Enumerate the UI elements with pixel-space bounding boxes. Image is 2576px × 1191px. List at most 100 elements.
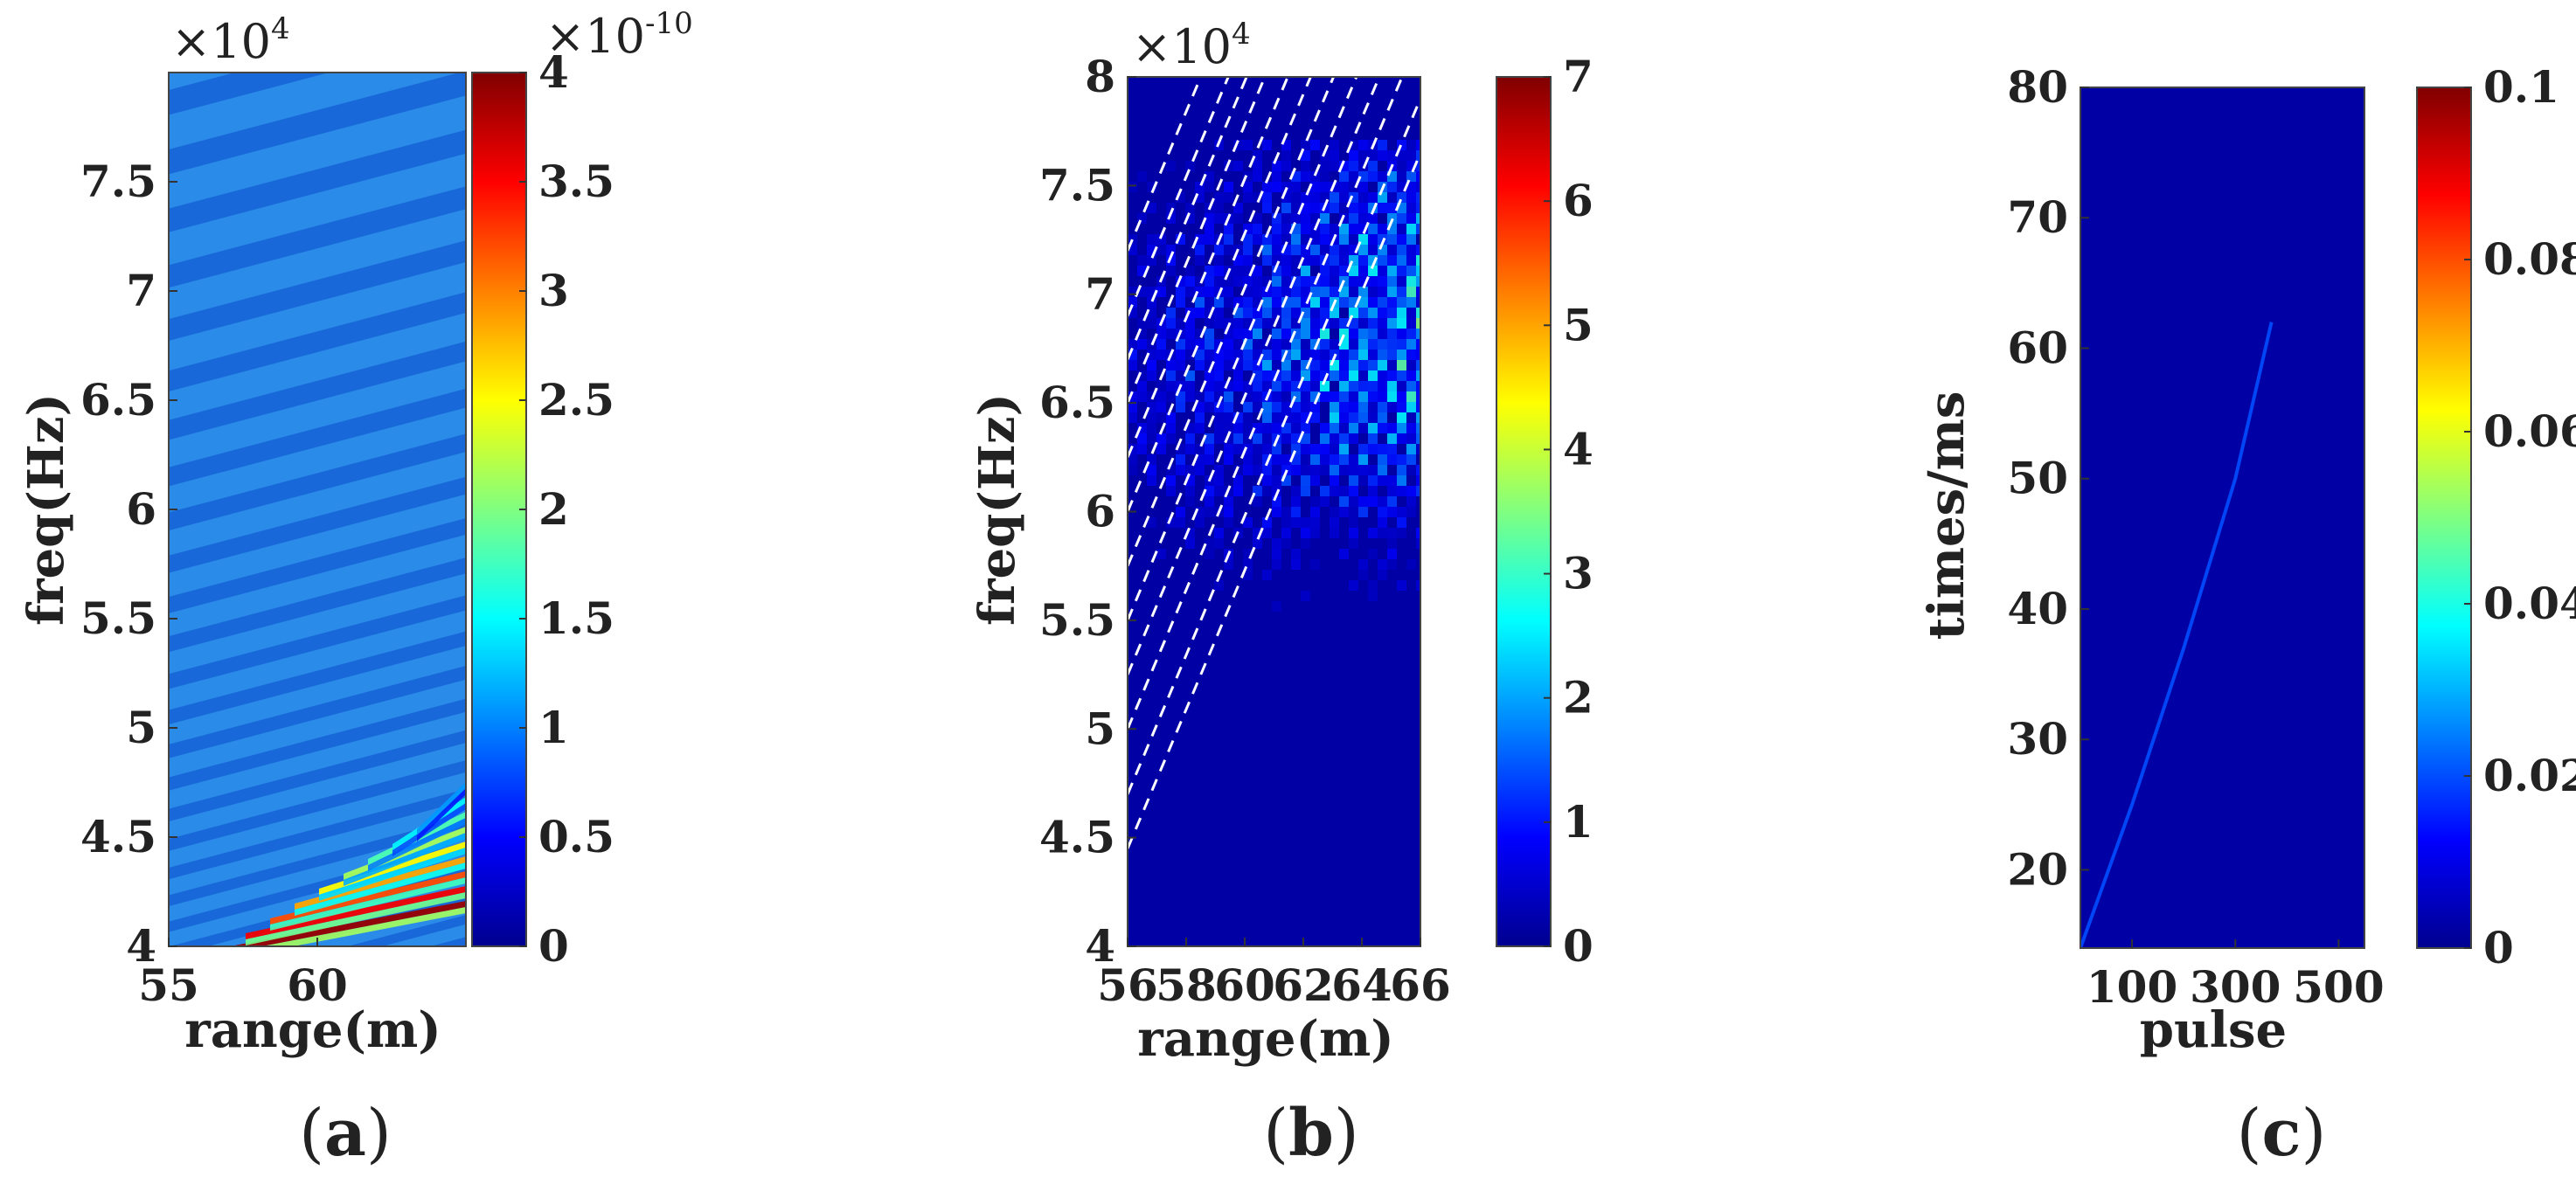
- heat-cell: [1339, 402, 1349, 412]
- heat-cell: [1349, 454, 1358, 465]
- heat-cell: [1301, 444, 1310, 454]
- heat-cell: [1147, 308, 1156, 318]
- panel-c-x-label: pulse: [2140, 1001, 2287, 1059]
- heat-cell: [1349, 475, 1358, 486]
- heat-cell: [1291, 255, 1301, 266]
- heat-cell: [1310, 245, 1320, 255]
- heat-cell: [1416, 538, 1420, 549]
- heat-cell: [1166, 329, 1176, 339]
- heat-cell: [1205, 329, 1214, 339]
- heat-cell: [1272, 308, 1281, 318]
- heat-cell: [1137, 329, 1147, 339]
- heat-cell: [1128, 308, 1137, 318]
- heat-cell: [1378, 276, 1387, 287]
- fringe-stripe: [169, 388, 466, 487]
- heat-cell: [1291, 433, 1301, 444]
- heat-cell: [1358, 381, 1368, 391]
- heat-cell: [1397, 255, 1406, 266]
- heat-cell: [1176, 370, 1185, 381]
- heat-cell: [1243, 255, 1253, 266]
- heat-cell: [1253, 234, 1262, 245]
- heat-cell: [1253, 161, 1262, 171]
- heat-cell: [1262, 140, 1272, 150]
- heat-cell: [1387, 150, 1397, 161]
- heat-cell: [1243, 308, 1253, 318]
- heat-cell: [1339, 329, 1349, 339]
- heat-cell: [1281, 276, 1291, 287]
- heat-cell: [1214, 192, 1224, 203]
- heat-cell: [1214, 297, 1224, 308]
- heat-cell: [1387, 276, 1397, 287]
- heat-cell: [1349, 266, 1358, 276]
- heat-cell: [1291, 224, 1301, 234]
- heat-cell: [1243, 559, 1253, 570]
- heat-cell: [1205, 402, 1214, 412]
- heat-cell: [1349, 360, 1358, 370]
- heat-cell: [1387, 182, 1397, 192]
- heat-cell: [1243, 549, 1253, 559]
- heat-cell: [1387, 297, 1397, 308]
- heat-cell: [1358, 329, 1368, 339]
- heat-cell: [1416, 308, 1420, 318]
- heat-cell: [1301, 350, 1310, 360]
- heat-cell: [1310, 140, 1320, 150]
- heat-cell: [1378, 234, 1387, 245]
- heat-cell: [1272, 329, 1281, 339]
- heat-cell: [1387, 423, 1397, 433]
- colorbar-tick-label: 3: [538, 265, 569, 316]
- heat-cell: [1291, 496, 1301, 507]
- heat-cell: [1339, 255, 1349, 266]
- heat-cell: [1310, 213, 1320, 224]
- heat-cell: [1262, 255, 1272, 266]
- heat-cell: [1387, 381, 1397, 391]
- heat-cell: [1281, 517, 1291, 528]
- heat-cell: [1358, 475, 1368, 486]
- heat-cell: [1301, 203, 1310, 213]
- heat-cell: [1397, 370, 1406, 381]
- heat-cell: [1339, 549, 1349, 559]
- heat-cell: [1358, 297, 1368, 308]
- heat-cell: [1378, 171, 1387, 182]
- heat-cell: [1368, 234, 1378, 245]
- y-tick-label: 60: [2007, 322, 2068, 373]
- heat-cell: [1310, 318, 1320, 329]
- heat-cell: [1320, 245, 1330, 255]
- heat-cell: [1253, 329, 1262, 339]
- heat-cell: [1387, 402, 1397, 412]
- heat-cell: [1416, 486, 1420, 496]
- heat-cell: [1224, 454, 1233, 465]
- y-tick-label: 4.5: [80, 811, 156, 862]
- colorbar-tick-label: 1: [1563, 796, 1594, 848]
- heat-cell: [1195, 350, 1205, 360]
- heat-cell: [1301, 412, 1310, 423]
- heat-cell: [1310, 507, 1320, 517]
- heat-cell: [1358, 245, 1368, 255]
- heat-cell: [1166, 213, 1176, 224]
- heat-cell: [1253, 486, 1262, 496]
- fringe-hot-stripe: [295, 856, 466, 910]
- heat-cell: [1156, 350, 1166, 360]
- heat-cell: [1291, 266, 1301, 276]
- heat-cell: [1416, 213, 1420, 224]
- heat-cell: [1310, 329, 1320, 339]
- panel-b-y-label: freq(Hz): [969, 393, 1026, 626]
- heat-cell: [1397, 433, 1406, 444]
- heat-cell: [1310, 559, 1320, 570]
- heat-cell: [1310, 203, 1320, 213]
- heat-cell: [1281, 161, 1291, 171]
- heat-cell: [1320, 465, 1330, 475]
- heat-cell: [1368, 350, 1378, 360]
- heat-cell: [1406, 140, 1416, 150]
- heat-cell: [1243, 182, 1253, 192]
- heat-cell: [1214, 412, 1224, 423]
- heat-cell: [1397, 381, 1406, 391]
- panel-c-colorbar: 0 0.02 0.04 0.06 0.08 0.1: [2416, 61, 2576, 973]
- heat-cell: [1272, 507, 1281, 517]
- heat-cell: [1128, 350, 1137, 360]
- heat-cell: [1176, 287, 1185, 297]
- heat-cell: [1214, 465, 1224, 475]
- heat-cell: [1224, 329, 1233, 339]
- heat-cell: [1416, 140, 1420, 150]
- heat-cell: [1397, 465, 1406, 475]
